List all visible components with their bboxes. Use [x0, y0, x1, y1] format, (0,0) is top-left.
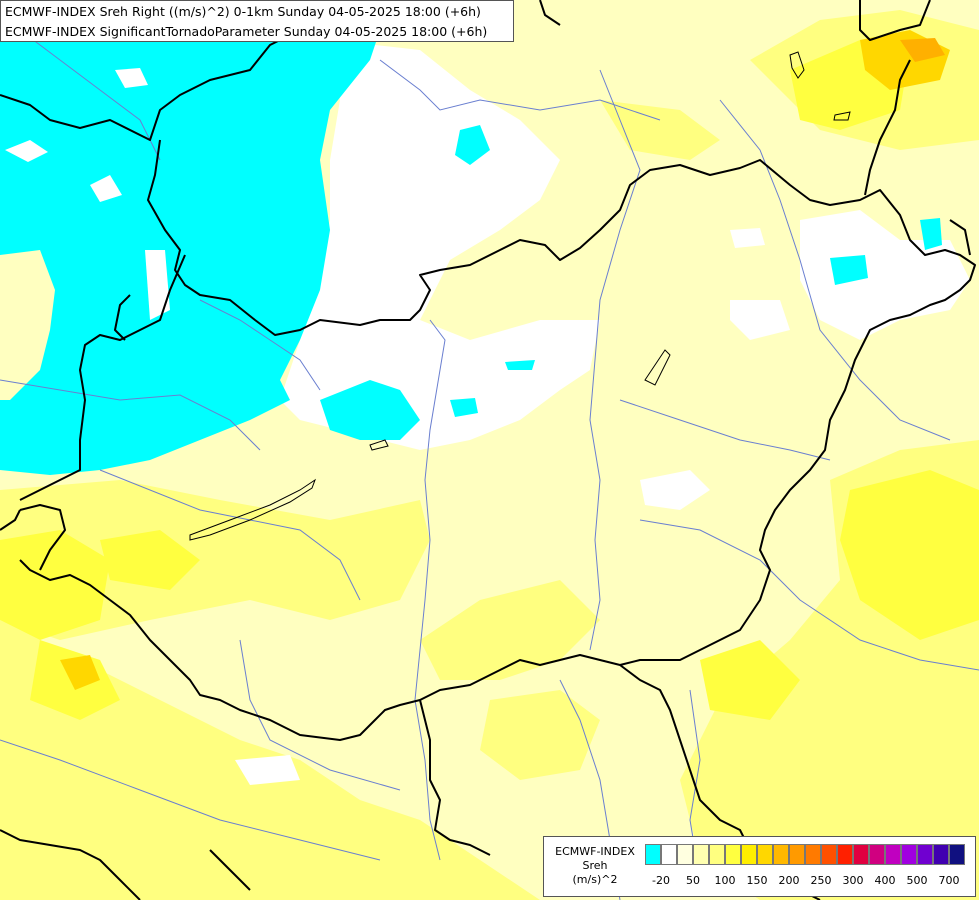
white-regions: [235, 40, 970, 785]
title-line-2: ECMWF-INDEX SignificantTornadoParameter …: [5, 24, 488, 39]
legend-swatch: [821, 844, 837, 865]
legend-swatch: [645, 844, 661, 865]
legend-tick-label: 200: [778, 874, 800, 887]
legend-swatch: [933, 844, 949, 865]
legend-tick-label: 300: [842, 874, 864, 887]
legend-tick-label: 50: [686, 874, 700, 887]
lakes: [189, 51, 851, 541]
title-line-1: ECMWF-INDEX Sreh Right ((m/s)^2) 0-1km S…: [5, 4, 481, 19]
legend-tick-label: 100: [714, 874, 736, 887]
legend-tick-label: 700: [938, 874, 960, 887]
legend-title-line-3: (m/s)^2: [572, 873, 618, 886]
legend-tick-label: 500: [906, 874, 928, 887]
legend-title-line-1: ECMWF-INDEX: [555, 845, 635, 858]
legend-swatch: [709, 844, 725, 865]
legend-swatch: [741, 844, 757, 865]
color-legend: ECMWF-INDEX Sreh (m/s)^2 -20 50 100 150 200 2…: [543, 836, 976, 897]
legend-swatch: [885, 844, 901, 865]
legend-title: ECMWF-INDEX Sreh (m/s)^2: [547, 845, 643, 887]
legend-swatch: [805, 844, 821, 865]
white-holes-in-cyan: [0, 68, 170, 400]
legend-swatch: [853, 844, 869, 865]
legend-swatch: [693, 844, 709, 865]
legend-color-bar: [645, 844, 965, 865]
legend-swatch: [901, 844, 917, 865]
map-title-box: ECMWF-INDEX Sreh Right ((m/s)^2) 0-1km S…: [0, 0, 514, 42]
legend-tick-label: -20: [652, 874, 670, 887]
legend-swatch: [677, 844, 693, 865]
legend-swatch: [869, 844, 885, 865]
dark-orange-regions: [900, 38, 945, 62]
legend-tick-label: 150: [746, 874, 768, 887]
legend-swatch: [661, 844, 677, 865]
legend-tick-label: 250: [810, 874, 832, 887]
legend-title-line-2: Sreh: [582, 859, 608, 872]
legend-swatch: [917, 844, 933, 865]
legend-swatch: [837, 844, 853, 865]
legend-swatch: [725, 844, 741, 865]
legend-swatch: [757, 844, 773, 865]
legend-swatch: [949, 844, 965, 865]
legend-swatch: [773, 844, 789, 865]
legend-swatch: [789, 844, 805, 865]
legend-tick-label: 400: [874, 874, 896, 887]
cyan-regions: [0, 0, 942, 475]
